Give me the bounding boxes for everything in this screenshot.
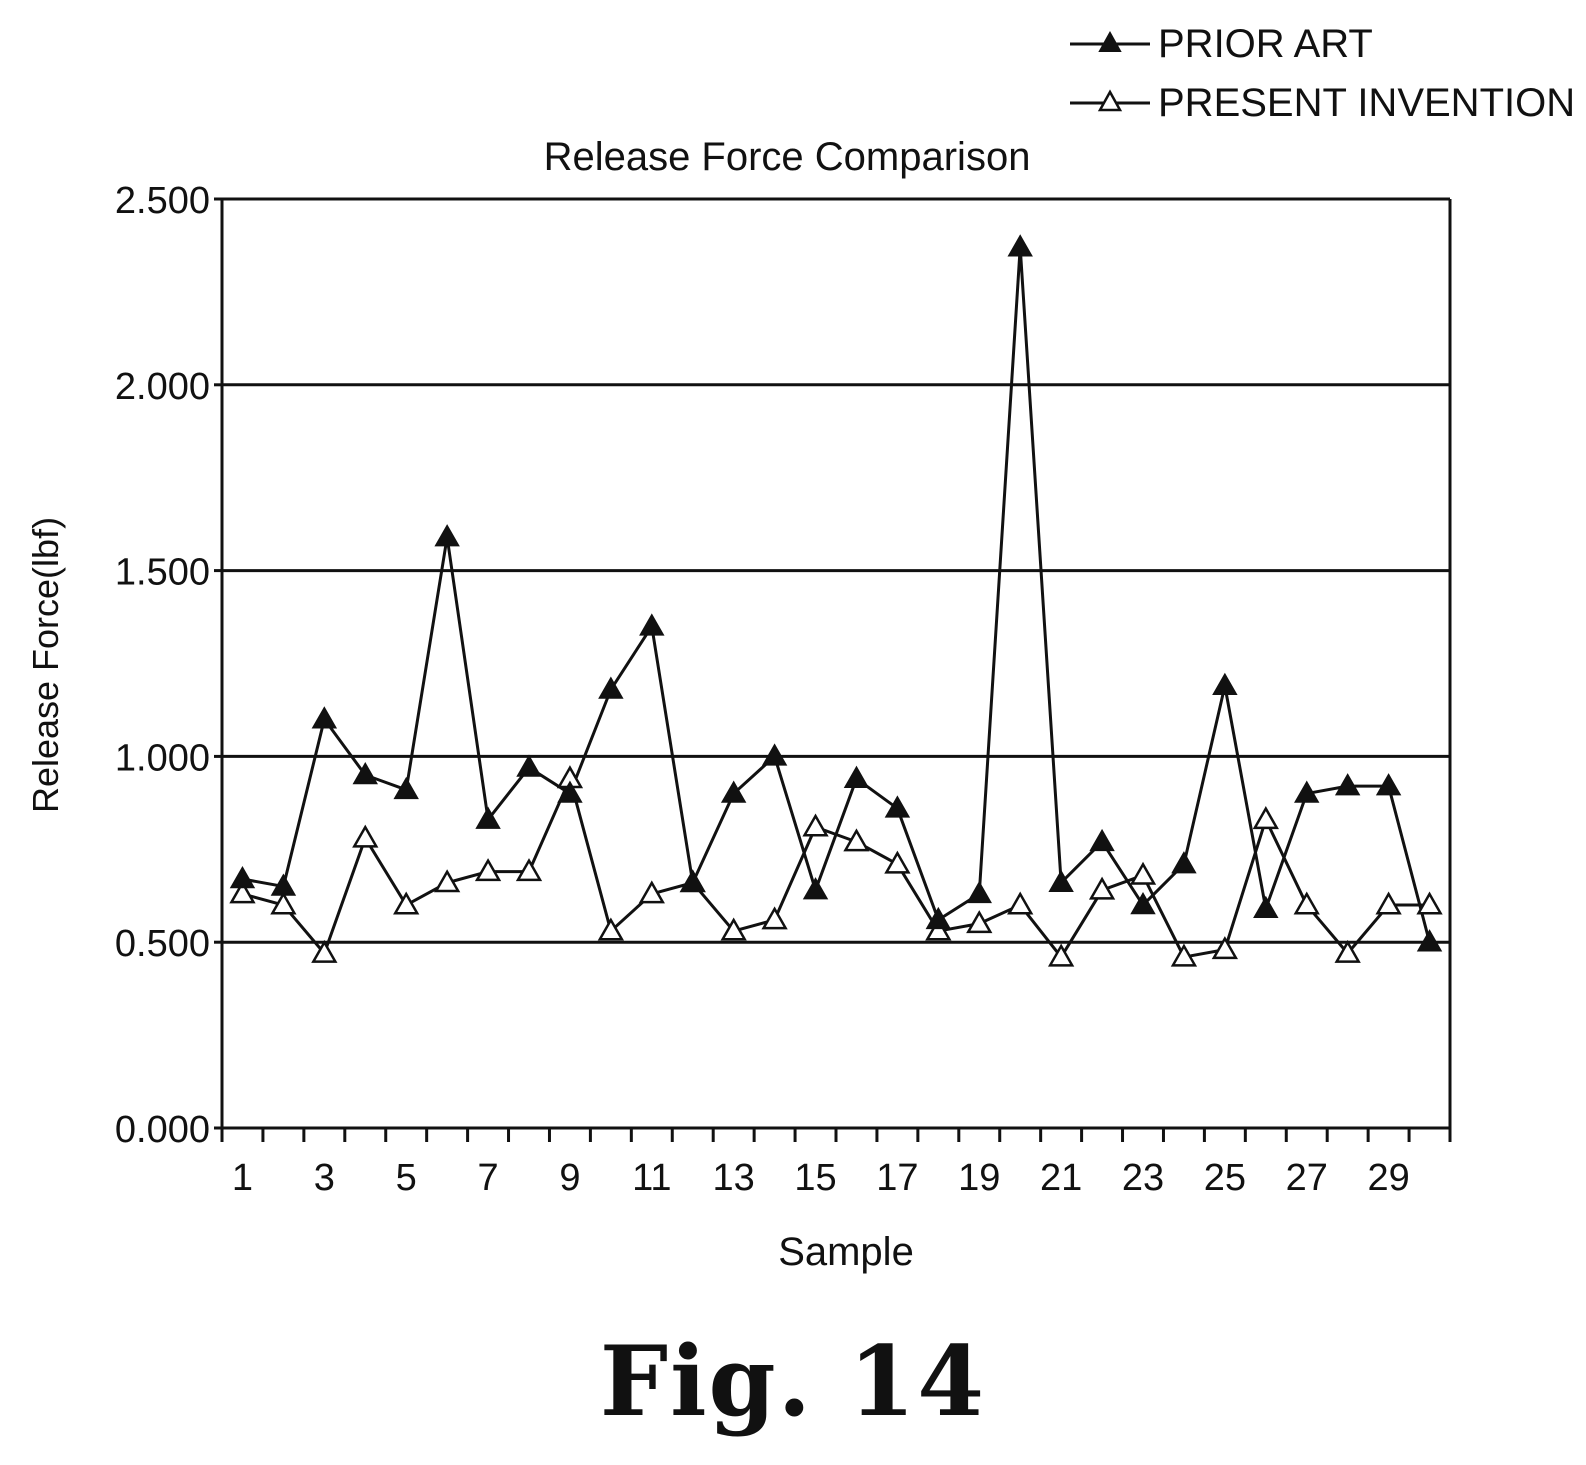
x-tick-label: 17	[876, 1157, 918, 1199]
x-tick-label: 9	[559, 1157, 580, 1199]
data-point-present-invention	[1047, 943, 1075, 967]
data-point-present-invention	[597, 917, 625, 941]
data-point-present-invention	[229, 880, 256, 904]
data-point-prior-art	[516, 754, 542, 777]
data-point-prior-art	[1416, 929, 1443, 952]
chart-title: Release Force Comparison	[544, 135, 1031, 179]
legend-item-prior-art: PRIOR ART	[1070, 22, 1373, 66]
data-point-present-invention	[1129, 861, 1157, 885]
data-point-present-invention	[802, 813, 829, 837]
legend-item-present-invention: PRESENT INVENTION	[1070, 81, 1575, 125]
y-axis-label: Release Force(lbf)	[25, 517, 66, 813]
x-tick-label: 25	[1204, 1157, 1246, 1199]
data-point-prior-art	[434, 524, 460, 547]
x-tick-label: 27	[1286, 1157, 1328, 1199]
data-point-prior-art	[680, 869, 706, 892]
data-point-present-invention	[843, 828, 870, 852]
legend: PRIOR ART PRESENT INVENTION	[1070, 22, 1575, 125]
data-point-present-invention	[433, 869, 461, 893]
data-point-prior-art	[884, 795, 911, 818]
data-point-present-invention	[311, 939, 338, 963]
x-tick-label: 5	[396, 1157, 417, 1199]
data-point-prior-art	[557, 780, 583, 803]
data-point-prior-art	[1294, 780, 1320, 803]
data-point-present-invention	[1211, 936, 1239, 960]
data-point-prior-art	[311, 706, 338, 729]
data-point-prior-art	[1048, 869, 1074, 892]
data-point-prior-art	[761, 743, 788, 766]
data-point-present-invention	[884, 850, 911, 874]
data-point-present-invention	[393, 891, 420, 915]
y-tick-label: 0.000	[115, 1109, 210, 1151]
y-tick-label: 0.500	[115, 923, 210, 965]
y-tick-label: 1.000	[115, 737, 210, 779]
x-tick-label: 1	[232, 1157, 253, 1199]
series	[229, 234, 1443, 967]
data-point-present-invention	[638, 880, 665, 904]
x-tick-label: 13	[713, 1157, 755, 1199]
x-tick-label: 3	[314, 1157, 335, 1199]
data-point-prior-art	[598, 676, 624, 699]
data-point-prior-art	[639, 613, 665, 636]
data-point-prior-art	[352, 761, 378, 785]
data-point-present-invention	[270, 891, 297, 915]
data-point-prior-art	[720, 780, 747, 803]
legend-marker-present-invention	[1097, 89, 1123, 112]
data-point-present-invention	[1170, 943, 1198, 967]
x-tick-label: 23	[1122, 1157, 1164, 1199]
data-point-present-invention	[1293, 891, 1320, 915]
data-point-prior-art	[1253, 895, 1279, 919]
data-point-prior-art	[802, 877, 829, 900]
x-tick-label: 11	[632, 1157, 671, 1199]
data-point-prior-art	[1171, 851, 1197, 874]
data-point-prior-art	[229, 866, 256, 889]
data-point-present-invention	[966, 910, 993, 934]
data-point-present-invention	[761, 906, 788, 930]
series-line-prior-art	[242, 245, 1431, 943]
data-point-present-invention	[1416, 891, 1443, 915]
data-point-prior-art	[1334, 773, 1361, 796]
legend-label-present-invention: PRESENT INVENTION	[1158, 81, 1575, 125]
x-tick-label: 19	[958, 1157, 1000, 1199]
y-tick-label: 2.500	[115, 180, 210, 222]
y-tick-label: 1.500	[115, 552, 210, 594]
data-point-present-invention	[720, 917, 747, 941]
data-point-prior-art	[925, 906, 952, 930]
legend-marker-prior-art	[1098, 30, 1122, 52]
x-axis-label: Sample	[778, 1230, 914, 1274]
data-point-present-invention	[1334, 939, 1361, 963]
data-point-prior-art	[475, 806, 501, 829]
data-point-prior-art	[843, 765, 870, 788]
data-point-present-invention	[474, 858, 502, 882]
data-point-present-invention	[352, 824, 379, 848]
data-point-prior-art	[270, 873, 297, 896]
data-point-present-invention	[1375, 891, 1402, 915]
x-tick-label: 21	[1040, 1157, 1082, 1199]
data-point-prior-art	[1089, 828, 1115, 852]
x-tick-label: 15	[794, 1157, 836, 1199]
figure-caption: Fig. 14	[599, 1325, 987, 1438]
data-point-prior-art	[1130, 892, 1156, 915]
data-point-present-invention	[1252, 806, 1279, 830]
data-point-prior-art	[1007, 234, 1033, 257]
legend-label-prior-art: PRIOR ART	[1158, 22, 1373, 66]
data-point-prior-art	[966, 880, 992, 904]
data-point-prior-art	[1375, 773, 1402, 796]
x-tick-label: 29	[1367, 1157, 1409, 1199]
series-line-present-invention	[242, 777, 1430, 959]
data-point-present-invention	[1088, 876, 1116, 900]
data-point-present-invention	[925, 917, 952, 941]
data-point-present-invention	[515, 858, 543, 882]
data-point-prior-art	[1212, 672, 1238, 696]
y-tick-label: 2.000	[115, 366, 210, 408]
data-point-prior-art	[393, 776, 419, 800]
x-tick-label: 7	[477, 1157, 498, 1199]
data-point-present-invention	[1007, 891, 1034, 915]
